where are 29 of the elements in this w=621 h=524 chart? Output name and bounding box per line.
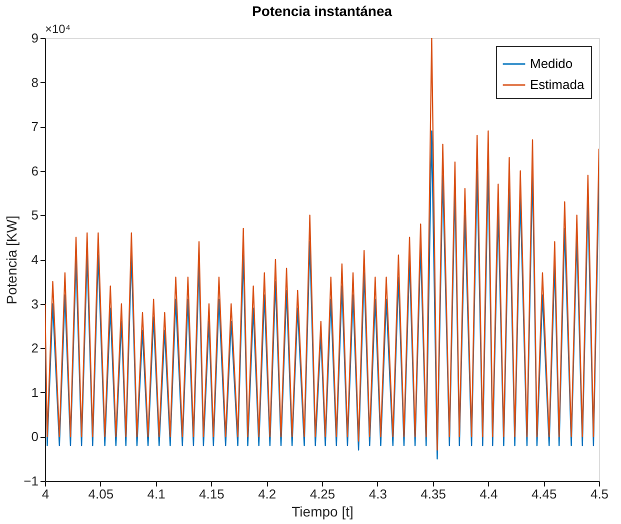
y-tick-label: 6: [31, 163, 38, 178]
x-tick-label: 4.45: [531, 486, 557, 502]
y-tick-label: 1: [31, 384, 38, 400]
x-tick-label: 4.2: [258, 486, 276, 502]
y-tick-label: 0: [31, 429, 38, 444]
y-tick-label: −1: [24, 474, 38, 488]
x-tick-label: 4.3: [368, 486, 387, 502]
text: ×10⁴: [45, 22, 71, 36]
x-tick-label: 4: [42, 486, 50, 502]
line-series: [45, 38, 599, 451]
x-tick-label: 4.15: [199, 486, 224, 502]
y-tick-label: 3: [31, 296, 38, 312]
x-tick-label: 4.25: [310, 486, 336, 502]
y-tick-label: 9: [31, 30, 38, 46]
legend-label: Medido: [530, 56, 573, 71]
y-tick-label: 8: [31, 74, 38, 90]
y-tick-label: 7: [31, 119, 38, 134]
x-tick-label: 4.5: [590, 486, 609, 502]
x-axis-title: Tiempo [t]: [292, 504, 354, 520]
x-tick-label: 4.35: [420, 486, 446, 502]
chart-title: Potencia instantánea: [252, 3, 392, 19]
x-tick-label: 4.4: [480, 486, 498, 502]
legend-label: Estimada: [530, 77, 585, 92]
x-tick-label: 4.05: [88, 486, 114, 502]
y-tick-label: 4: [31, 252, 38, 267]
x-tick-label: 4.1: [147, 486, 166, 502]
y-axis-title: Potencia [KW]: [4, 216, 20, 304]
y-tick-label: 2: [31, 340, 38, 356]
y-tick-label: 5: [31, 208, 38, 223]
